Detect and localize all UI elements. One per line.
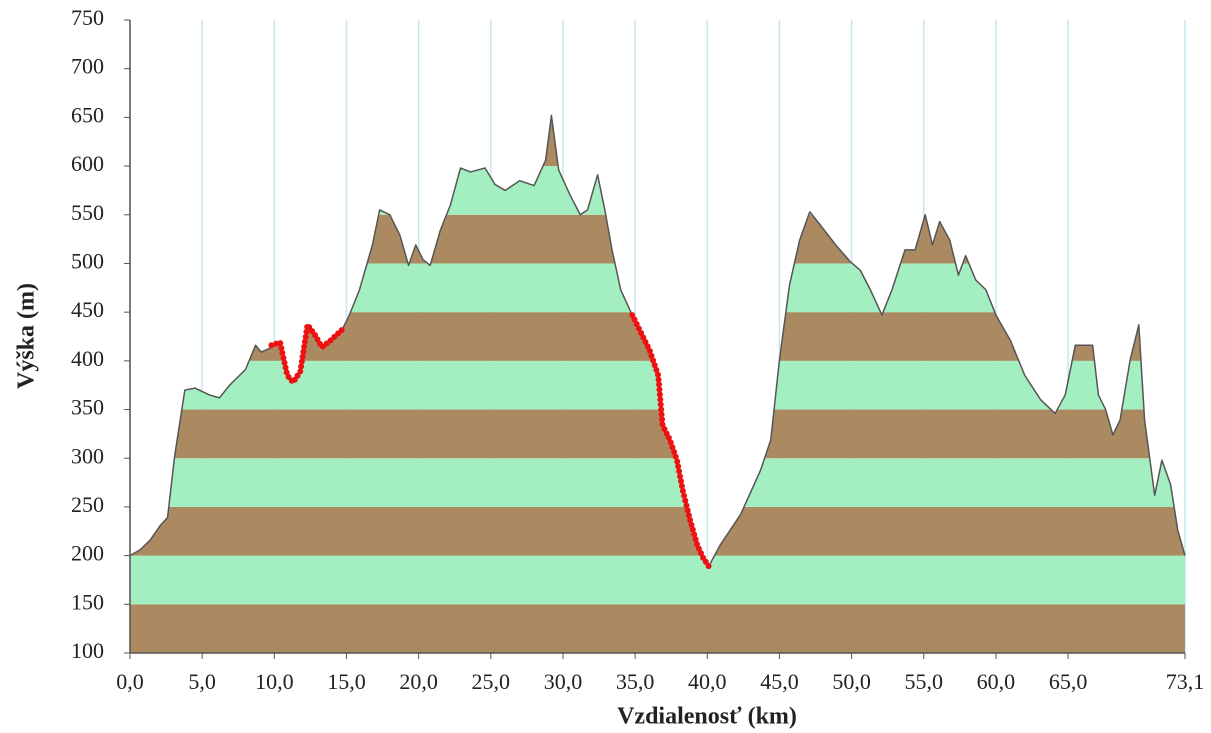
y-tick-label: 600 (71, 151, 104, 176)
y-tick-label: 450 (71, 297, 104, 322)
x-tick-label: 40,0 (688, 669, 727, 694)
elevation-band (130, 458, 1185, 507)
y-tick-label: 400 (71, 346, 104, 371)
elevation-band (130, 20, 1185, 69)
x-tick-label: 35,0 (616, 669, 655, 694)
y-tick-label: 550 (71, 200, 104, 225)
y-tick-label: 500 (71, 249, 104, 274)
elevation-band (130, 214, 1185, 264)
y-tick-label: 650 (71, 102, 104, 127)
elevation-band (130, 604, 1185, 653)
elevation-band (130, 263, 1185, 313)
y-tick-label: 700 (71, 54, 104, 79)
y-tick-label: 750 (71, 5, 104, 30)
y-tick-label: 100 (71, 638, 104, 663)
elevation-band (130, 115, 1185, 118)
y-tick-label: 300 (71, 443, 104, 468)
y-axis-title: Výška (m) (14, 283, 40, 389)
highlight-segment (268, 317, 346, 388)
elevation-band (130, 312, 1185, 361)
x-tick-label: 0,0 (116, 669, 144, 694)
x-tick-label: 65,0 (1049, 669, 1088, 694)
elevation-band (130, 166, 1185, 215)
x-tick-label: 15,0 (327, 669, 366, 694)
elevation-band (130, 117, 1185, 167)
x-tick-label: 73,1 (1166, 669, 1205, 694)
highlight-segment (629, 312, 712, 570)
x-tick-label: 55,0 (905, 669, 944, 694)
elevation-band (130, 409, 1185, 459)
x-axis-title: Vzdialenosť (km) (617, 704, 797, 730)
y-tick-label: 150 (71, 589, 104, 614)
x-tick-label: 10,0 (255, 669, 294, 694)
elevation-band (130, 555, 1185, 605)
elevation-band (130, 506, 1185, 556)
x-tick-label: 30,0 (544, 669, 583, 694)
x-tick-label: 25,0 (472, 669, 511, 694)
y-tick-label: 200 (71, 541, 104, 566)
x-tick-label: 20,0 (399, 669, 438, 694)
x-tick-label: 45,0 (760, 669, 799, 694)
x-tick-label: 50,0 (832, 669, 871, 694)
y-tick-label: 250 (71, 492, 104, 517)
y-tick-label: 350 (71, 395, 104, 420)
x-tick-label: 5,0 (188, 669, 216, 694)
x-tick-label: 60,0 (977, 669, 1016, 694)
